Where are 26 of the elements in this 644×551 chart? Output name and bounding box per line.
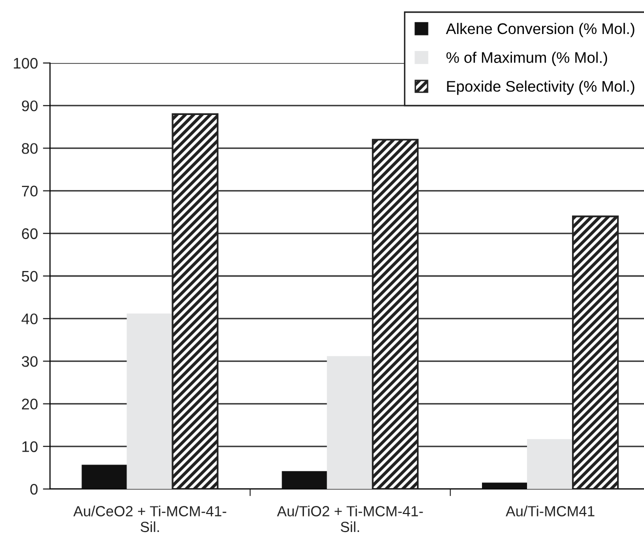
bar	[527, 439, 574, 489]
y-tick-label: 20	[22, 398, 38, 410]
y-tick-label: 50	[22, 270, 38, 282]
bar	[126, 314, 174, 489]
bar	[372, 138, 419, 489]
y-tick-label: 40	[22, 313, 38, 324]
legend-label: Epoxide Selectivity (% Mol.)	[447, 80, 634, 95]
y-tick-label: 100	[14, 58, 38, 69]
y-tick-label: 30	[22, 356, 38, 367]
y-tick-label: 90	[22, 100, 38, 112]
bar	[172, 113, 218, 489]
legend-label: Alkene Conversion (% Mol.)	[446, 22, 634, 38]
x-tick-label: Au/CeO2 + Ti-MCM-41-Sil.	[73, 506, 226, 532]
x-tick-label: Au/TiO2 + Ti-MCM-41-Sil.	[276, 506, 423, 532]
y-tick-label: 80	[22, 143, 38, 154]
bar	[572, 216, 619, 489]
y-tick-label: 70	[22, 186, 38, 196]
bar	[326, 356, 374, 489]
bar	[482, 482, 529, 489]
legend-label: % of Maximum (% Mol.)	[446, 52, 608, 66]
bar	[82, 464, 128, 489]
y-tick-label: 0	[30, 484, 38, 495]
y-tick-label: 10	[22, 441, 38, 452]
x-tick-label: Au/Ti-MCM41	[506, 506, 594, 516]
bar	[282, 471, 329, 489]
y-tick-label: 60	[22, 228, 38, 240]
